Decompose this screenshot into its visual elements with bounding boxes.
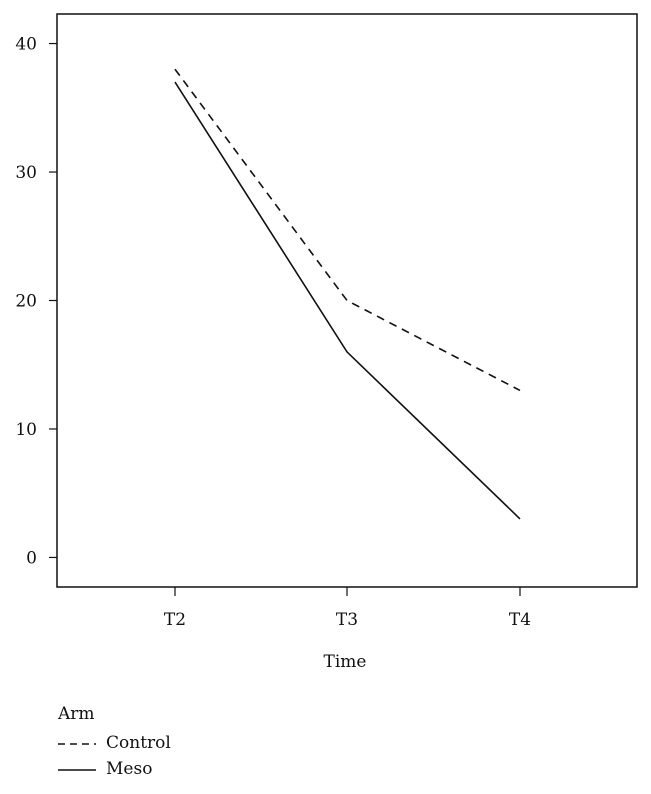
legend: Arm Control Meso (58, 704, 358, 782)
legend-title: Arm (58, 704, 95, 724)
series-line-control (174, 68, 521, 392)
x-tick-label-t2: T2 (164, 610, 186, 630)
y-tick-label: 20 (15, 292, 37, 312)
legend-label-control: Control (106, 733, 171, 753)
y-tick-label: 0 (26, 548, 37, 568)
x-tick-label-t4: T4 (509, 610, 531, 630)
x-axis-ticks: T2 T3 T4 (164, 587, 531, 630)
y-tick-label: 40 (15, 35, 37, 55)
legend-label-meso: Meso (106, 759, 153, 779)
legend-item-control: Control (58, 730, 358, 756)
y-tick-label: 30 (15, 163, 37, 183)
plot-frame (56, 13, 638, 588)
series-layer (174, 68, 521, 520)
y-axis-ticks: 0 10 20 30 40 (15, 35, 57, 568)
legend-item-meso: Meso (58, 756, 358, 782)
x-axis-title: Time (324, 652, 367, 672)
x-tick-label-t3: T3 (336, 610, 358, 630)
legend-swatch-solid (58, 768, 96, 771)
legend-swatch-dashed (58, 742, 96, 745)
y-tick-label: 10 (15, 420, 37, 440)
series-line-meso (174, 81, 521, 520)
